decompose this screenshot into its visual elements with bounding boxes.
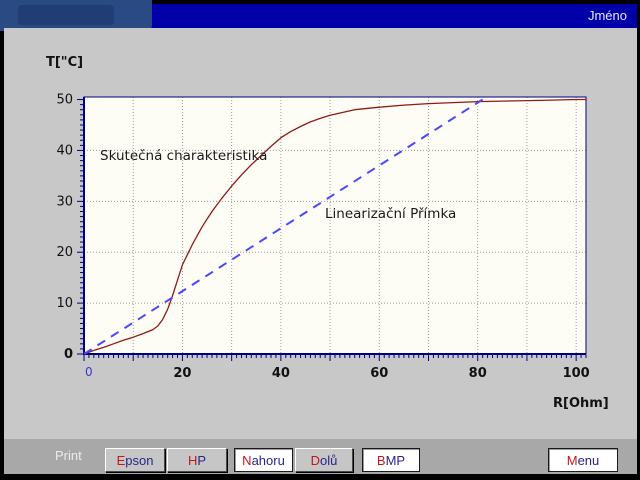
app-logo xyxy=(0,0,152,31)
hp-button-label: P xyxy=(197,452,207,468)
svg-text:40: 40 xyxy=(56,143,73,158)
epson-button-hotkey: E xyxy=(116,452,126,468)
svg-text:40: 40 xyxy=(272,366,290,381)
dolu-button[interactable]: Dolů xyxy=(295,448,353,472)
svg-text:10: 10 xyxy=(56,296,73,311)
line-label: Linearizační Přímka xyxy=(325,206,457,222)
bmp-button-hotkey: B xyxy=(376,452,386,468)
epson-button-label: pson xyxy=(125,452,154,468)
hp-button[interactable]: HP xyxy=(167,448,227,472)
svg-text:20: 20 xyxy=(56,245,73,260)
y-axis-title: T["C] xyxy=(46,55,84,70)
menu-button[interactable]: Menu xyxy=(548,448,618,472)
nahoru-button-hotkey: N xyxy=(242,452,252,468)
menu-button-hotkey: M xyxy=(566,452,578,468)
nahoru-button-label: ahoru xyxy=(251,452,285,468)
print-label: Print xyxy=(55,448,82,463)
nahoru-button[interactable]: Nahoru xyxy=(234,448,293,472)
epson-button[interactable]: Epson xyxy=(105,448,165,472)
svg-text:100: 100 xyxy=(563,366,590,381)
svg-text:60: 60 xyxy=(370,366,388,381)
dolu-button-hotkey: D xyxy=(310,452,321,468)
svg-text:50: 50 xyxy=(56,93,73,108)
hp-button-hotkey: H xyxy=(187,452,198,468)
window-title: Jméno xyxy=(587,8,627,23)
svg-text:0: 0 xyxy=(64,347,73,362)
svg-text:20: 20 xyxy=(173,366,191,381)
svg-text:80: 80 xyxy=(469,366,487,381)
curve-label: Skutečná charakteristika xyxy=(100,148,268,164)
footer-bar: Print Epson HP Nahoru Dolů BMP Menu xyxy=(4,439,637,474)
svg-text:0: 0 xyxy=(85,365,93,379)
x-axis-title: R[Ohm] xyxy=(553,396,609,411)
svg-text:30: 30 xyxy=(56,194,73,209)
bmp-button[interactable]: BMP xyxy=(362,448,420,472)
menu-button-label: enu xyxy=(577,452,600,468)
main-area: 0 10 20 30 40 50 0 20 40 60 80 100 T["C] R[Ohm] Sku… xyxy=(4,28,637,439)
bmp-button-label: MP xyxy=(385,452,406,468)
dolu-button-label: olů xyxy=(320,452,338,468)
